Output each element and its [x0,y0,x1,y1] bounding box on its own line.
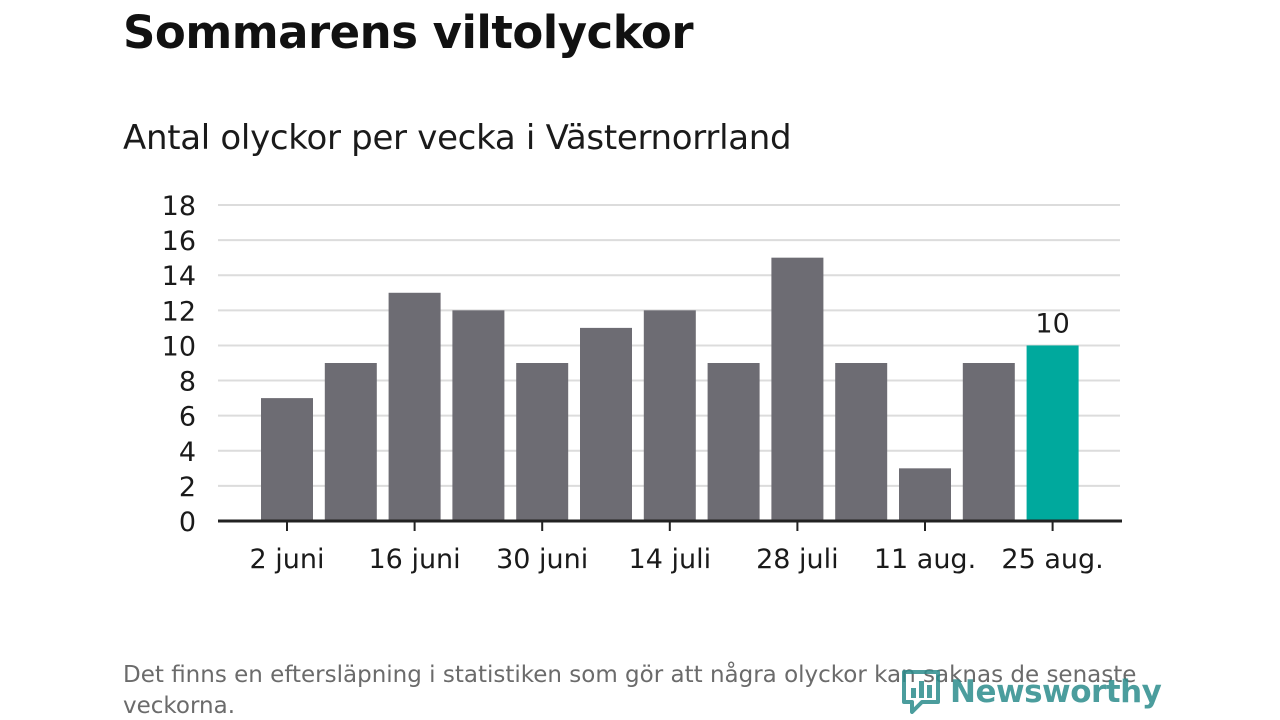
newsworthy-logo-icon [902,670,940,714]
data-label: 10 [1035,308,1069,339]
x-tick-label: 28 juli [756,544,839,575]
bar [707,363,760,521]
bar [452,310,505,521]
brand-logo[interactable]: Newsworthy [900,668,1162,716]
y-tick-label: 8 [179,367,196,398]
y-tick-label: 16 [162,226,196,257]
y-tick-label: 4 [179,437,196,468]
x-tick-label: 16 juni [369,544,461,575]
data-labels: 10 [1035,308,1069,339]
bar [516,363,569,521]
y-tick-label: 14 [162,261,196,292]
y-tick-label: 6 [179,402,196,433]
chart-title: Sommarens viltolyckor [123,6,694,59]
y-axis-ticks: 0 2 4 6 8 10 12 14 16 18 [162,191,196,538]
y-tick-label: 10 [162,331,196,362]
x-tick-label: 11 aug. [874,544,976,575]
x-axis-ticks: 2 juni 16 juni 30 juni 14 juli 28 juli 11 aug… [250,521,1104,575]
x-tick-label: 30 juni [496,544,588,575]
x-tick-label: 14 juli [629,544,712,575]
bars [261,257,1079,521]
bar [1026,345,1079,521]
y-tick-label: 2 [179,472,196,503]
x-tick-label: 25 aug. [1001,544,1103,575]
bar [835,363,888,521]
y-tick-label: 0 [179,507,196,538]
bar [899,468,951,521]
bar [643,310,696,521]
bar [580,327,632,521]
y-tick-label: 12 [162,296,196,327]
bar [388,292,441,521]
chart-subtitle: Antal olyckor per vecka i Västernorrland [123,118,792,158]
footnote: Det finns en eftersläpning i statistiken… [123,662,1137,719]
bar [962,363,1015,521]
y-tick-label: 18 [162,191,196,222]
bar [771,257,824,521]
bar [261,398,313,521]
bar [324,363,377,521]
x-tick-label: 2 juni [250,544,325,575]
brand-name: Newsworthy [950,674,1162,710]
